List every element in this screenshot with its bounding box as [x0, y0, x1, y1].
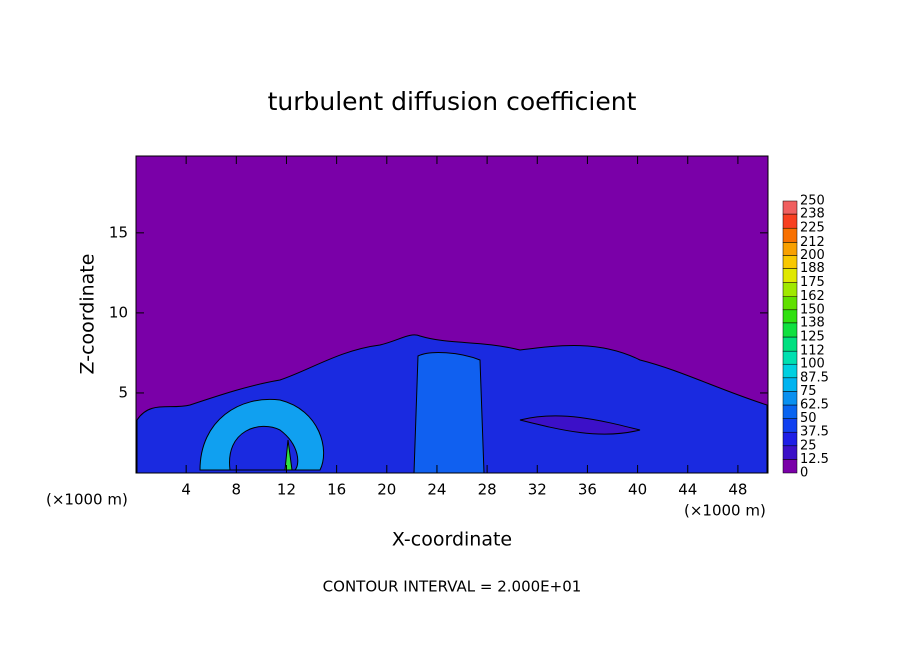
colorbar-segment: [782, 445, 798, 460]
colorbar-segment: [782, 322, 798, 338]
y-tick-label: 5: [118, 383, 128, 401]
colorbar-segment: [782, 213, 798, 229]
x-unit-label: (×1000 m): [46, 491, 128, 509]
colorbar-label: 175: [800, 275, 825, 290]
colorbar-label: 75: [800, 384, 817, 399]
colorbar-segment: [782, 431, 798, 447]
colorbar-segment: [782, 227, 798, 243]
colorbar-label: 200: [800, 248, 825, 263]
colorbar-label: 125: [800, 330, 825, 345]
plot-frame: [135, 155, 769, 474]
y-tick-label: 10: [109, 303, 128, 321]
colorbar-segment: [782, 459, 798, 474]
y-tick-label: 15: [109, 223, 128, 241]
x-tick-label: 12: [277, 481, 296, 499]
x-tick-label: 32: [528, 481, 547, 499]
colorbar-label: 188: [800, 261, 825, 276]
x-tick-label: 16: [327, 481, 346, 499]
colorbar-label: 100: [800, 357, 825, 372]
field-shapes: [136, 334, 768, 474]
x-tick-label: 36: [578, 481, 597, 499]
colorbar-label: 25: [800, 438, 817, 453]
colorbar-label: 0: [800, 466, 808, 481]
colorbar-label: 250: [800, 194, 825, 209]
x-tick-label: 40: [628, 481, 647, 499]
colorbar-label: 37.5: [800, 425, 829, 440]
colorbar-segment: [782, 268, 798, 283]
footer: CONTOUR INTERVAL = 2.000E+01: [323, 578, 582, 596]
colorbar-segment: [782, 363, 798, 379]
colorbar-segment: [782, 336, 798, 352]
x-tick-label: 28: [478, 481, 497, 499]
colorbar-label: 150: [800, 302, 825, 317]
colorbar-label: 225: [800, 221, 825, 236]
colorbar-segment: [782, 309, 798, 324]
x-tick-label: 24: [427, 481, 446, 499]
colorbar-label: 138: [800, 315, 825, 330]
chart-title: turbulent diffusion coefficient: [268, 87, 637, 116]
colorbar-label: 62.5: [800, 398, 829, 413]
x-unit-label: (×1000 m): [684, 502, 766, 520]
x-tick-label: 48: [728, 481, 747, 499]
colorbar-segment: [782, 242, 798, 256]
y-axis-label: Z-coordinate: [77, 254, 99, 375]
x-tick-label: 4: [181, 481, 191, 499]
colorbar-label: 238: [800, 207, 825, 222]
colorbar-label: 212: [800, 235, 825, 250]
colorbar-segment: [782, 377, 798, 392]
colorbar-segment: [782, 296, 798, 311]
colorbar-segment: [782, 418, 798, 433]
x-axis-label: X-coordinate: [392, 529, 512, 551]
colorbar-segment: [782, 200, 798, 215]
colorbar-label: 87.5: [800, 370, 829, 385]
x-tick-label: 8: [232, 481, 242, 499]
colorbar-segment: [782, 282, 798, 297]
colorbar-segment: [782, 404, 798, 419]
x-tick-label: 20: [377, 481, 396, 499]
colorbar-segment: [782, 255, 798, 269]
colorbar-segment: [782, 350, 798, 365]
colorbar-label: 12.5: [800, 452, 829, 467]
colorbar-label: 50: [800, 411, 817, 426]
colorbar-label: 112: [800, 344, 825, 359]
colorbar-label: 162: [800, 289, 825, 304]
colorbar-segment: [782, 391, 798, 406]
x-tick-label: 44: [678, 481, 697, 499]
